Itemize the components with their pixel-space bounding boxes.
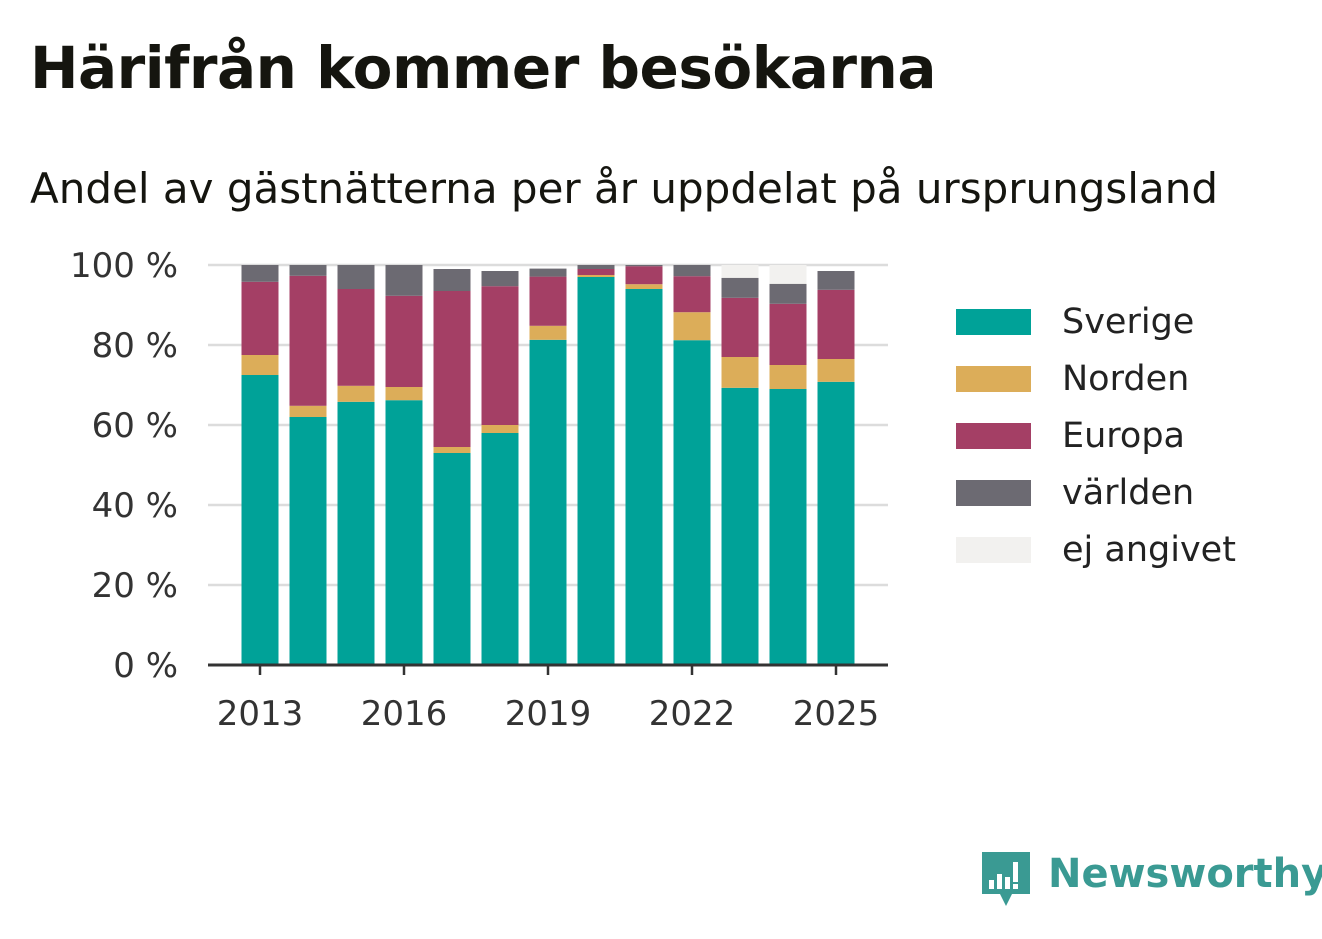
chart-subtitle: Andel av gästnätterna per år uppdelat på… — [30, 164, 1218, 213]
legend-label: Europa — [1062, 416, 1185, 456]
bar-segment-världen-2016 — [385, 265, 423, 296]
bar-segment-Europa-2015 — [337, 289, 375, 386]
bar-segment-Europa-2019 — [529, 276, 567, 326]
bars — [241, 265, 855, 665]
bar-segment-Sverige-2021 — [625, 289, 663, 665]
bar-segment-världen-2017 — [433, 269, 471, 291]
bar-segment-Europa-2021 — [625, 266, 663, 285]
bar-segment-världen-2013 — [241, 265, 279, 282]
y-axis: 0 % 20 % 40 % 60 % 80 % 100 % — [70, 246, 178, 686]
bar-segment-Norden-2023 — [721, 357, 759, 388]
legend-swatch — [956, 423, 1031, 449]
chart-title: Härifrån kommer besökarna — [30, 34, 936, 102]
bar-segment-Sverige-2019 — [529, 339, 567, 665]
legend-label: världen — [1062, 473, 1195, 513]
bar-segment-Europa-2016 — [385, 295, 423, 387]
bar-segment-Norden-2020 — [577, 275, 615, 277]
bar-segment-Sverige-2024 — [769, 389, 807, 665]
bar-segment-Europa-2020 — [577, 269, 615, 275]
bar-segment-Norden-2016 — [385, 387, 423, 401]
legend-swatch — [956, 309, 1031, 335]
x-tick-label: 2025 — [793, 694, 880, 734]
bar-segment-världen-2018 — [481, 271, 519, 287]
y-tick-label: 60 % — [92, 406, 178, 446]
bar-segment-Norden-2024 — [769, 365, 807, 389]
bar-segment-Sverige-2022 — [673, 340, 711, 665]
brand-name: Newsworthy — [1048, 851, 1322, 897]
bar-segment-Norden-2019 — [529, 325, 567, 340]
y-tick-label: 20 % — [92, 566, 178, 606]
bar-segment-ej-angivet-2023 — [721, 265, 759, 278]
y-tick-label: 40 % — [92, 486, 178, 526]
bar-segment-världen-2025 — [817, 271, 855, 290]
bar-segment-världen-2015 — [337, 265, 375, 289]
bar-segment-Europa-2014 — [289, 275, 327, 406]
bar-segment-världen-2023 — [721, 277, 759, 298]
bar-segment-Sverige-2014 — [289, 417, 327, 665]
bar-segment-världen-2020 — [577, 265, 615, 269]
y-tick-label: 100 % — [70, 246, 178, 286]
legend-label: ej angivet — [1062, 530, 1236, 570]
bar-segment-Norden-2025 — [817, 359, 855, 382]
bar-segment-världen-2024 — [769, 283, 807, 304]
bar-segment-världen-2014 — [289, 265, 327, 276]
bar-segment-Europa-2023 — [721, 297, 759, 357]
y-tick-label: 0 % — [113, 646, 178, 686]
y-tick-label: 80 % — [92, 326, 178, 366]
x-axis: 2013 2016 2019 2022 2025 — [208, 663, 888, 734]
bar-segment-världen-2019 — [529, 268, 567, 277]
legend-swatch — [956, 480, 1031, 506]
bar-segment-Norden-2015 — [337, 385, 375, 402]
bar-segment-Sverige-2015 — [337, 401, 375, 665]
bar-segment-Sverige-2025 — [817, 381, 855, 665]
x-tick-label: 2016 — [361, 694, 448, 734]
newsworthy-logo-icon — [982, 852, 1030, 906]
legend-swatch — [956, 366, 1031, 392]
bar-segment-ej-angivet-2024 — [769, 265, 807, 284]
bar-segment-Europa-2017 — [433, 291, 471, 447]
x-tick-label: 2022 — [649, 694, 736, 734]
bar-segment-Europa-2018 — [481, 286, 519, 425]
bar-segment-världen-2021 — [625, 265, 663, 267]
bar-segment-Norden-2022 — [673, 312, 711, 341]
bar-segment-Sverige-2013 — [241, 375, 279, 665]
bar-segment-Norden-2014 — [289, 405, 327, 417]
x-tick-label: 2013 — [217, 694, 304, 734]
bar-segment-Norden-2021 — [625, 284, 663, 289]
legend-swatch — [956, 537, 1031, 563]
bar-segment-världen-2022 — [673, 265, 711, 277]
bar-segment-Sverige-2018 — [481, 433, 519, 665]
bar-segment-Europa-2025 — [817, 289, 855, 359]
bar-segment-Europa-2013 — [241, 281, 279, 355]
bar-segment-Norden-2018 — [481, 425, 519, 433]
bar-segment-Sverige-2020 — [577, 277, 615, 665]
bar-segment-Norden-2013 — [241, 355, 279, 375]
bar-segment-Sverige-2017 — [433, 453, 471, 665]
bar-segment-Europa-2022 — [673, 276, 711, 313]
x-tick-label: 2019 — [505, 694, 592, 734]
bar-segment-Sverige-2016 — [385, 400, 423, 665]
bar-segment-Sverige-2023 — [721, 387, 759, 665]
legend-label: Norden — [1062, 359, 1190, 399]
bar-segment-Europa-2024 — [769, 303, 807, 365]
bar-segment-Norden-2017 — [433, 447, 471, 453]
legend-label: Sverige — [1062, 302, 1195, 342]
